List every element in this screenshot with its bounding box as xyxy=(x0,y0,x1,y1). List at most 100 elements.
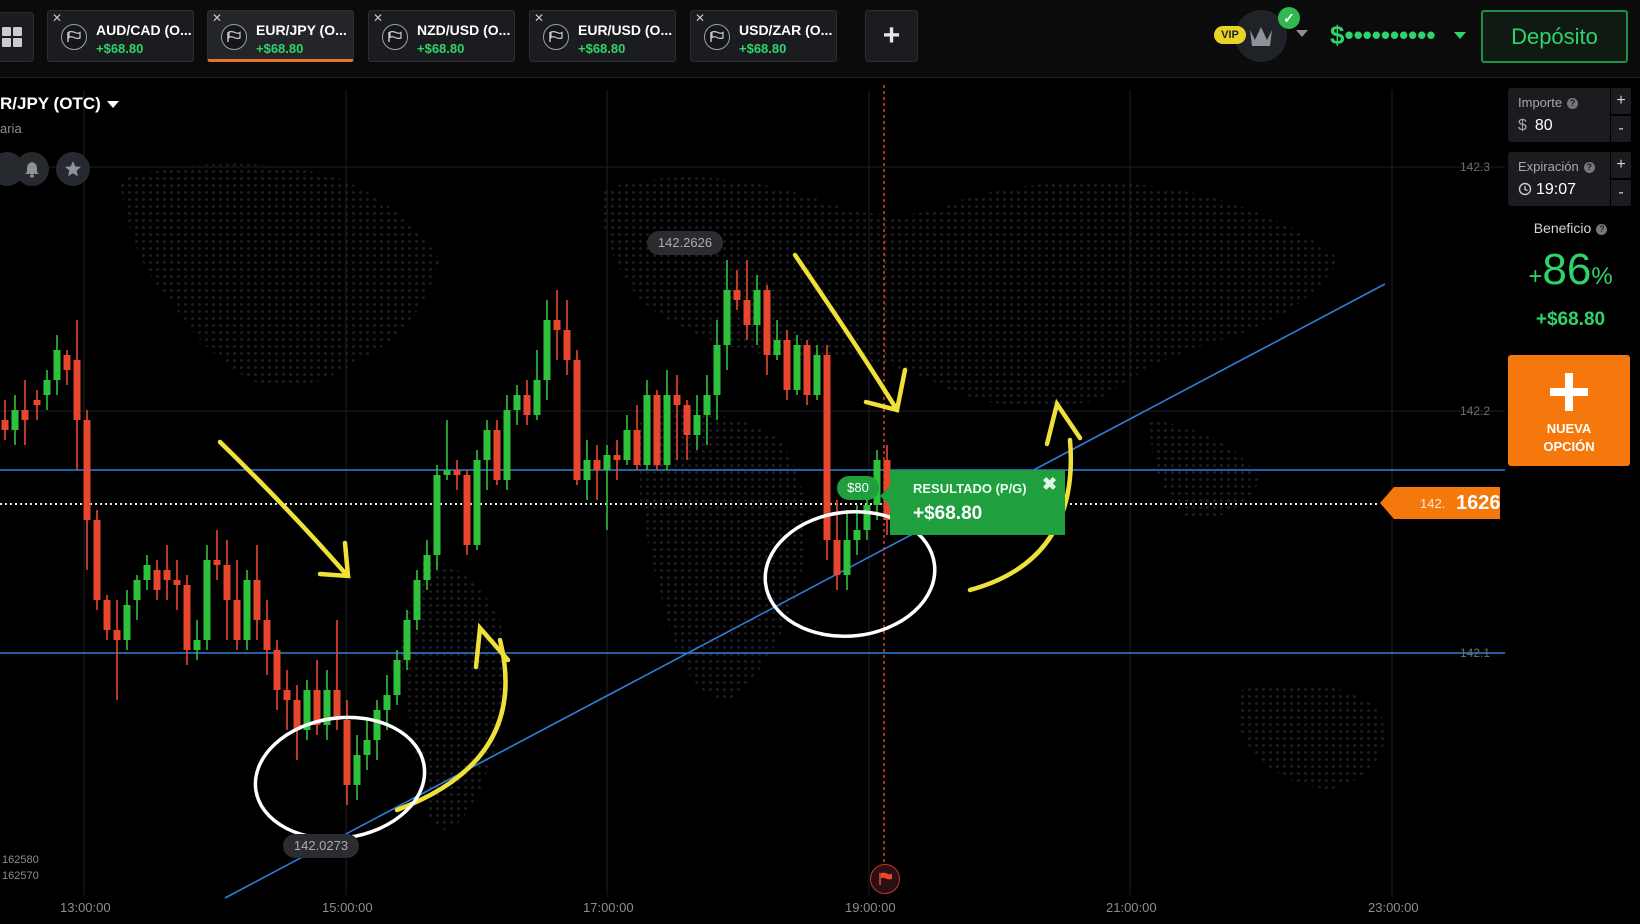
candle-body xyxy=(723,290,731,345)
candle-body xyxy=(623,430,631,460)
close-tab-icon[interactable]: ✕ xyxy=(695,11,706,25)
candle-body xyxy=(753,290,761,325)
candle-body xyxy=(21,410,29,420)
asset-tab-profit: +$68.80 xyxy=(96,41,144,56)
candle-body xyxy=(523,395,531,415)
result-title: RESULTADO (P/G) xyxy=(913,481,1027,496)
asset-tab-name: EUR/USD (O... xyxy=(578,22,673,38)
candle-body xyxy=(793,345,801,390)
candle-body xyxy=(803,345,811,395)
candle-body xyxy=(273,650,281,690)
candle-body xyxy=(453,470,461,475)
candle-body xyxy=(583,460,591,480)
asset-tab-name: NZD/USD (O... xyxy=(417,22,511,38)
expiry-plus-button[interactable]: + xyxy=(1611,152,1631,178)
help-icon[interactable]: ? xyxy=(1583,162,1595,173)
asset-tab-eur-jpy[interactable]: ✕ EUR/JPY (O... +$68.80 xyxy=(207,10,354,62)
annotation-arrow-4 xyxy=(792,252,900,413)
candle-body xyxy=(633,430,641,465)
help-icon[interactable]: ? xyxy=(1596,224,1608,235)
candle-body xyxy=(123,605,131,640)
add-asset-button[interactable]: + xyxy=(865,10,918,62)
candle-body xyxy=(553,320,561,330)
chevron-down-icon[interactable] xyxy=(1296,30,1308,37)
high-price-label: 142.2626 xyxy=(647,231,723,255)
amount-plus-button[interactable]: + xyxy=(1611,88,1631,114)
asset-tab-profit: +$68.80 xyxy=(256,41,304,56)
close-tab-icon[interactable]: ✕ xyxy=(373,11,384,25)
grid-icon xyxy=(1,27,22,47)
candle-body xyxy=(323,690,331,725)
asset-tab-profit: +$68.80 xyxy=(578,41,626,56)
account-balance[interactable]: $•••••••••• xyxy=(1330,20,1436,50)
annotation-arrow-4-head xyxy=(863,367,908,413)
favorite-button[interactable] xyxy=(56,152,90,186)
candle-body xyxy=(543,320,551,380)
candle-body xyxy=(503,410,511,480)
candle-body xyxy=(473,460,481,545)
candle-body xyxy=(863,505,871,530)
close-tab-icon[interactable]: ✕ xyxy=(534,11,545,25)
candle-body xyxy=(613,455,621,460)
candle-body xyxy=(343,720,351,785)
new-option-button[interactable]: NUEVA OPCIÓN xyxy=(1508,355,1630,466)
candle-body xyxy=(183,585,191,650)
candle-body xyxy=(493,430,501,480)
amount-value[interactable]: $80 xyxy=(1518,117,1553,134)
profit-percent: +86% xyxy=(1528,245,1613,294)
left-value: 162570 xyxy=(2,870,39,882)
candle-body xyxy=(683,405,691,435)
annotation-arrow-1 xyxy=(217,439,348,576)
candle-body xyxy=(483,430,491,460)
asset-tab-aud-cad[interactable]: ✕ AUD/CAD (O... +$68.80 xyxy=(47,10,194,62)
deposit-button[interactable]: Depósito xyxy=(1481,10,1628,63)
asset-tab-nzd-usd[interactable]: ✕ NZD/USD (O... +$68.80 xyxy=(368,10,515,62)
candle-body xyxy=(163,570,171,580)
amount-label: Importe? xyxy=(1518,95,1579,110)
amount-minus-button[interactable]: - xyxy=(1611,116,1631,142)
price-chart[interactable] xyxy=(0,78,1505,924)
profit-label: Beneficio? xyxy=(1508,220,1633,236)
checkered-flag-icon xyxy=(221,24,247,50)
annotation-arrow-5-head xyxy=(1044,398,1083,447)
candle-body xyxy=(33,400,41,405)
candle-body xyxy=(303,690,311,730)
y-axis-label: 142.3 xyxy=(1460,160,1491,174)
candle-body xyxy=(463,475,471,545)
candle-body xyxy=(253,580,261,620)
candle-body xyxy=(353,755,361,785)
asset-tab-eur-usd[interactable]: ✕ EUR/USD (O... +$68.80 xyxy=(529,10,676,62)
vip-badge: VIP xyxy=(1214,26,1246,44)
candle-body xyxy=(73,360,81,420)
candle-body xyxy=(1,420,9,430)
annotation-arrow-3-head xyxy=(473,622,511,670)
candle-body xyxy=(373,710,381,740)
close-tab-icon[interactable]: ✕ xyxy=(212,11,223,25)
bet-amount-tag: $80 xyxy=(837,476,879,500)
amount-field[interactable]: Importe? $80 xyxy=(1508,88,1610,142)
expiry-value[interactable]: 19:07 xyxy=(1518,181,1576,199)
profit-amount: +$68.80 xyxy=(1535,309,1606,330)
candle-body xyxy=(93,520,101,600)
close-icon[interactable]: ✖ xyxy=(1042,474,1058,494)
star-icon xyxy=(65,161,81,177)
asset-tab-usd-zar[interactable]: ✕ USD/ZAR (O... +$68.80 xyxy=(690,10,837,62)
candle-body xyxy=(53,350,61,380)
expiry-field[interactable]: Expiración? 19:07 xyxy=(1508,152,1610,206)
candle-body xyxy=(43,380,51,395)
candle-body xyxy=(653,395,661,465)
candle-body xyxy=(393,660,401,695)
grid-menu-button[interactable] xyxy=(0,12,34,62)
help-icon[interactable]: ? xyxy=(1567,98,1579,109)
expiry-minus-button[interactable]: - xyxy=(1611,180,1631,206)
candle-body xyxy=(263,620,271,650)
asset-selector[interactable]: R/JPY (OTC) xyxy=(0,94,119,114)
candle-body xyxy=(63,355,71,370)
y-axis-label: 142.2 xyxy=(1460,404,1491,418)
chevron-down-icon[interactable] xyxy=(1454,32,1466,39)
bell-button[interactable] xyxy=(15,152,49,186)
close-tab-icon[interactable]: ✕ xyxy=(52,11,63,25)
checkered-flag-icon xyxy=(543,24,569,50)
candle-body xyxy=(103,600,111,630)
candle-body xyxy=(843,540,851,575)
